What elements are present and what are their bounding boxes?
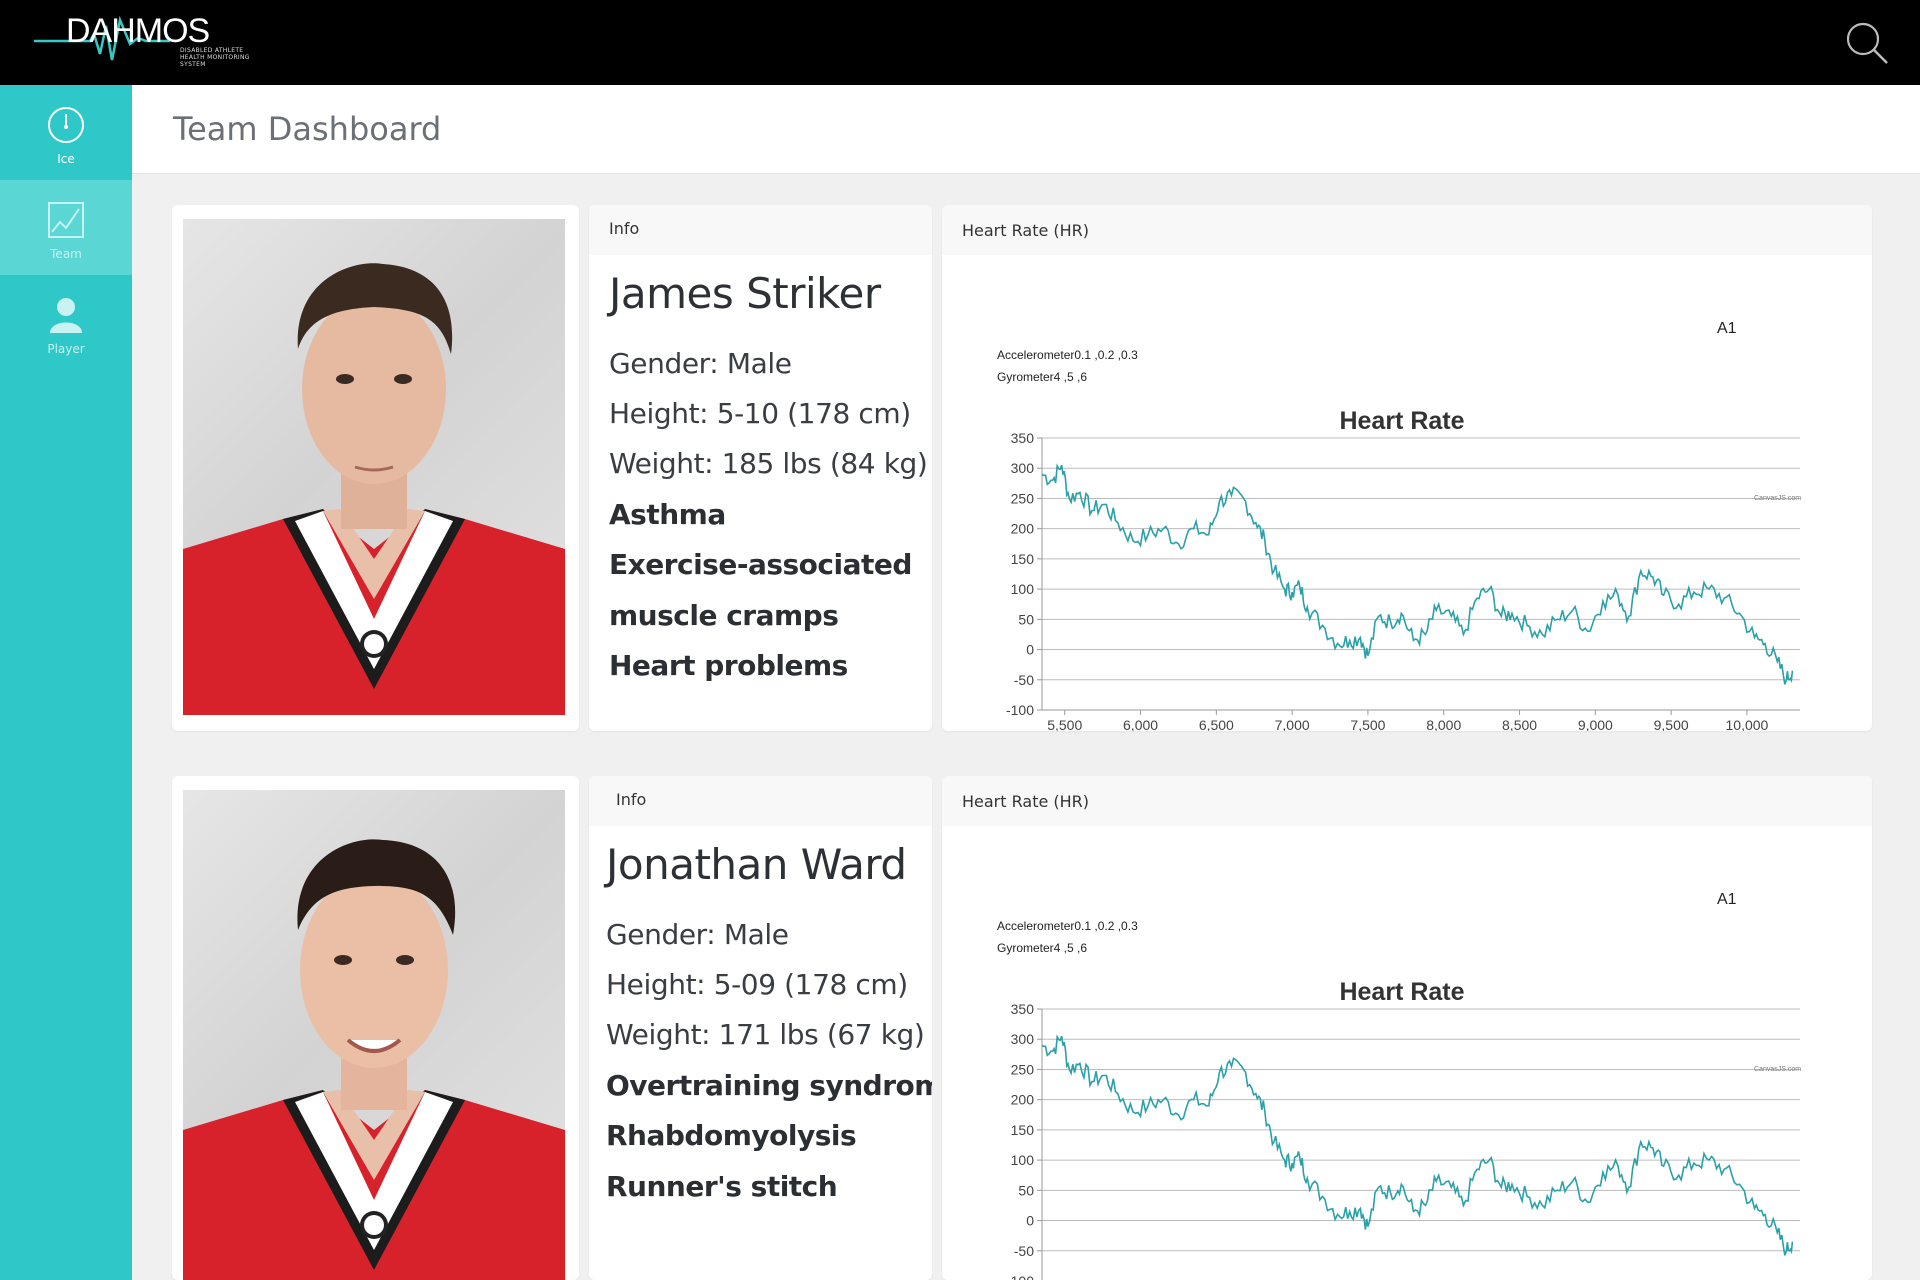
chart-credit: CanvasJS.com <box>1754 1066 1801 1073</box>
player-photo-card <box>172 205 579 731</box>
page-header: Team Dashboard <box>132 85 1920 174</box>
heart-rate-card: Heart Rate (HR) A1 Accelerometer0.1 ,0.2 … <box>942 205 1872 731</box>
player-condition: muscle cramps <box>609 599 839 632</box>
y-tick-label: 0 <box>1026 1213 1034 1229</box>
series-line <box>1041 463 1794 685</box>
y-tick-label: 100 <box>1011 581 1035 597</box>
sensor-id: A1 <box>1717 891 1737 908</box>
x-tick-label: 8,000 <box>1426 717 1461 731</box>
player-condition: Heart problems <box>609 649 848 682</box>
y-tick-label: 350 <box>1011 1001 1035 1017</box>
line-chart-icon <box>48 202 84 238</box>
y-tick-label: -50 <box>1014 1243 1034 1259</box>
y-tick-label: 0 <box>1026 642 1034 658</box>
x-tick-label: 10,000 <box>1726 717 1769 731</box>
user-icon <box>50 298 82 333</box>
page-title: Team Dashboard <box>173 110 442 148</box>
y-tick-label: 200 <box>1011 521 1035 537</box>
y-tick-label: -100 <box>1006 702 1034 718</box>
gauge-icon <box>48 107 84 143</box>
x-tick-label: 5,500 <box>1047 717 1082 731</box>
player-weight: Weight: 185 lbs (84 kg) <box>609 447 928 480</box>
player-photo[interactable] <box>183 219 565 715</box>
x-tick-label: 7,500 <box>1350 717 1385 731</box>
y-tick-label: 300 <box>1011 460 1035 476</box>
player-condition: Runner's stitch <box>606 1170 838 1203</box>
player-info-card: Info James Striker Gender: Male Height: … <box>589 205 932 731</box>
y-tick-label: 150 <box>1011 551 1035 567</box>
y-tick-label: -100 <box>1006 1273 1034 1280</box>
player-name: Jonathan Ward <box>606 840 907 889</box>
player-info-card: Info Jonathan Ward Gender: Male Height: … <box>589 776 932 1280</box>
player-condition: Overtraining syndrome <box>606 1069 932 1102</box>
chart-title: Heart Rate <box>1339 407 1464 435</box>
info-card-label: Info <box>609 219 640 238</box>
sidebar: Ice Team Player <box>0 85 132 1280</box>
info-card-header: Info <box>589 776 932 826</box>
player-portrait-image <box>183 839 565 1280</box>
y-tick-label: 350 <box>1011 430 1035 446</box>
sensor-line: Accelerometer0.1 ,0.2 ,0.3 <box>997 919 1138 933</box>
logo-text: DAHMOS <box>66 12 210 50</box>
player-photo-card <box>172 776 579 1280</box>
x-tick-label: 9,000 <box>1578 717 1613 731</box>
sensor-line: Accelerometer0.1 ,0.2 ,0.3 <box>997 348 1138 362</box>
chart-card-label: Heart Rate (HR) <box>962 792 1090 811</box>
heart-rate-chart[interactable]: A1 Accelerometer0.1 ,0.2 ,0.3 Gyrometer4 ,… <box>942 255 1872 731</box>
player-portrait-image <box>183 263 565 715</box>
chart-card-label: Heart Rate (HR) <box>962 221 1090 240</box>
x-tick-label: 8,500 <box>1502 717 1537 731</box>
info-card-label: Info <box>616 790 647 809</box>
chart-card-header: Heart Rate (HR) <box>942 776 1872 826</box>
heart-rate-card: Heart Rate (HR) A1 Accelerometer0.1 ,0.2 … <box>942 776 1872 1280</box>
y-tick-label: 50 <box>1018 611 1034 627</box>
x-tick-label: 6,000 <box>1123 717 1158 731</box>
sensor-line: Gyrometer4 ,5 ,6 <box>997 370 1087 384</box>
x-tick-label: 6,500 <box>1199 717 1234 731</box>
sidebar-item-team[interactable]: Team <box>0 180 132 275</box>
player-name: James Striker <box>609 269 881 318</box>
player-height: Height: 5-10 (178 cm) <box>609 397 911 430</box>
chart-card-header: Heart Rate (HR) <box>942 205 1872 255</box>
player-condition: Exercise-associated <box>609 548 912 581</box>
sidebar-item-label: Team <box>50 247 82 261</box>
info-card-header: Info <box>589 205 932 255</box>
top-bar: DAHMOS DISABLED ATHLETE HEALTH MONITORIN… <box>0 0 1920 85</box>
sidebar-item-ice[interactable]: Ice <box>0 85 132 180</box>
y-tick-label: 150 <box>1011 1122 1035 1138</box>
y-tick-label: 250 <box>1011 1061 1035 1077</box>
sidebar-item-label: Player <box>47 342 85 356</box>
y-tick-label: 50 <box>1018 1182 1034 1198</box>
sidebar-item-player[interactable]: Player <box>0 275 132 370</box>
heart-rate-chart[interactable]: A1 Accelerometer0.1 ,0.2 ,0.3 Gyrometer4 ,… <box>942 826 1872 1280</box>
y-tick-label: 250 <box>1011 490 1035 506</box>
app-logo[interactable]: DAHMOS <box>30 8 260 78</box>
x-tick-label: 7,000 <box>1275 717 1310 731</box>
y-tick-label: 200 <box>1011 1092 1035 1108</box>
player-height: Height: 5-09 (178 cm) <box>606 968 908 1001</box>
chart-title: Heart Rate <box>1339 978 1464 1006</box>
y-tick-label: 100 <box>1011 1152 1035 1168</box>
player-gender: Gender: Male <box>606 918 789 951</box>
series-line <box>1041 1034 1794 1256</box>
player-gender: Gender: Male <box>609 347 792 380</box>
player-weight: Weight: 171 lbs (67 kg) <box>606 1018 925 1051</box>
player-condition: Asthma <box>609 498 726 531</box>
player-photo[interactable] <box>183 790 565 1280</box>
logo-subtitle: DISABLED ATHLETE HEALTH MONITORING SYSTE… <box>180 47 250 68</box>
sensor-line: Gyrometer4 ,5 ,6 <box>997 941 1087 955</box>
sensor-id: A1 <box>1717 320 1737 337</box>
sidebar-item-label: Ice <box>57 152 75 166</box>
x-tick-label: 9,500 <box>1654 717 1689 731</box>
y-tick-label: 300 <box>1011 1031 1035 1047</box>
y-tick-label: -50 <box>1014 672 1034 688</box>
chart-credit: CanvasJS.com <box>1754 495 1801 502</box>
search-icon[interactable] <box>1844 20 1890 66</box>
player-condition: Rhabdomyolysis <box>606 1119 857 1152</box>
